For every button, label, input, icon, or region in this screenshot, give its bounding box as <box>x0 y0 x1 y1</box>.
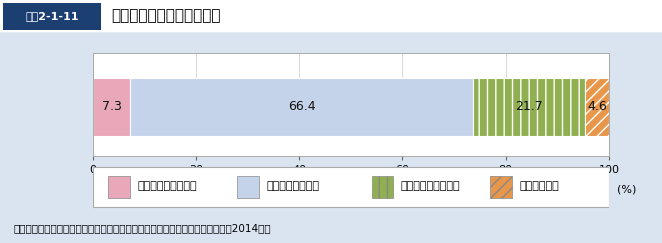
Text: あまり健康ではない: あまり健康ではない <box>401 181 461 191</box>
Text: 7.3: 7.3 <box>101 100 121 113</box>
Text: 図表2-1-11: 図表2-1-11 <box>26 11 79 21</box>
Text: 資料：厚生労働省政策統括官付政策評価官室委託「健康意識に関する調査」（2014年）: 資料：厚生労働省政策統括官付政策評価官室委託「健康意識に関する調査」（2014年… <box>13 223 271 234</box>
Text: 健康ではない: 健康ではない <box>520 181 559 191</box>
Bar <box>93 78 130 136</box>
Bar <box>3 3 101 30</box>
Bar <box>585 78 609 136</box>
Text: 非常に健康だと思う: 非常に健康だと思う <box>138 181 197 191</box>
Text: 66.4: 66.4 <box>288 100 316 113</box>
FancyBboxPatch shape <box>93 167 609 207</box>
FancyBboxPatch shape <box>108 176 130 198</box>
Text: (%): (%) <box>617 184 636 194</box>
Bar <box>473 78 585 136</box>
Text: 普段健康だと感じているか: 普段健康だと感じているか <box>111 8 220 23</box>
FancyBboxPatch shape <box>371 176 393 198</box>
Text: 21.7: 21.7 <box>516 100 543 113</box>
Text: 4.6: 4.6 <box>587 100 607 113</box>
FancyBboxPatch shape <box>237 176 259 198</box>
FancyBboxPatch shape <box>491 176 512 198</box>
Bar <box>130 78 473 136</box>
Text: 健康な方だと思う: 健康な方だと思う <box>267 181 320 191</box>
